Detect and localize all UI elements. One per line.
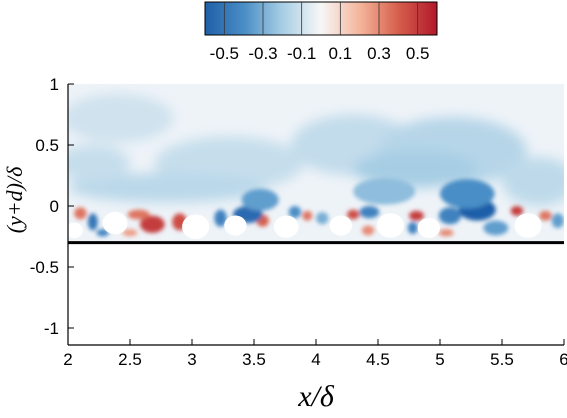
colorbar-tick-label: 0.3 [367, 44, 391, 63]
x-tick-label: 5 [435, 350, 444, 369]
background-wash [68, 173, 267, 203]
negative-blob [551, 213, 564, 228]
colorbar: -0.5 -0.3 -0.1 0.1 0.3 0.5 [204, 1, 438, 63]
negative-blob [214, 209, 227, 227]
axes: 2 2.5 3 3.5 4 4.5 5 5.5 6 1 0.5 0 -0.5 -1 [30, 75, 567, 369]
particle [273, 215, 299, 238]
colorbar-tick-label: 0.1 [329, 44, 353, 63]
negative-blob [438, 207, 462, 225]
negative-blob [316, 212, 329, 225]
x-ticks: 2 2.5 3 3.5 4 4.5 5 5.5 6 [63, 339, 567, 369]
particle [182, 214, 210, 240]
background-wash [68, 145, 130, 182]
particle [68, 222, 83, 239]
positive-blob [438, 229, 454, 237]
particle [376, 213, 405, 238]
colorbar-tick-label: -0.3 [248, 44, 277, 63]
y-tick-label: 0.5 [35, 136, 59, 155]
particle [102, 211, 128, 235]
x-axis-title: x/δ [297, 380, 335, 413]
colorbar-gradient [204, 1, 438, 36]
x-tick-label: 4.5 [366, 350, 390, 369]
x-tick-label: 3 [187, 350, 196, 369]
positive-blob [409, 210, 424, 221]
colorbar-tick-label: -0.5 [210, 44, 239, 63]
positive-blob [347, 209, 360, 220]
particle [329, 215, 352, 236]
positive-blob [74, 207, 87, 220]
x-tick-label: 4 [311, 350, 320, 369]
particle [224, 215, 247, 236]
negative-blob [483, 220, 509, 236]
positive-blob [302, 210, 313, 221]
particle [514, 213, 542, 238]
negative-blob [407, 221, 418, 235]
y-ticks: 1 0.5 0 -0.5 -1 [30, 75, 74, 338]
negative-blob [87, 213, 98, 231]
y-tick-label: 1 [50, 75, 59, 94]
background-wash [502, 157, 564, 206]
positive-blob [139, 215, 165, 233]
positive-blob [361, 225, 375, 236]
x-tick-label: 3.5 [242, 350, 266, 369]
colorbar-ticks: -0.5 -0.3 -0.1 0.1 0.3 0.5 [210, 2, 430, 63]
positive-blob [539, 210, 552, 221]
positive-blob [122, 229, 138, 237]
particle [417, 217, 440, 239]
x-tick-label: 5.5 [490, 350, 514, 369]
contour-field [68, 84, 564, 242]
x-tick-label: 6 [559, 350, 567, 369]
colorbar-tick-label: 0.5 [406, 44, 430, 63]
colorbar-tick-label: -0.1 [287, 44, 316, 63]
particles [68, 211, 542, 240]
negative-blob [353, 177, 416, 205]
x-tick-label: 2.5 [118, 350, 142, 369]
x-tick-label: 2 [63, 350, 72, 369]
y-tick-label: 0 [50, 197, 59, 216]
y-tick-label: -1 [44, 319, 59, 338]
negative-blob [359, 206, 380, 219]
background-washes [68, 93, 564, 206]
negative-blob [288, 206, 302, 219]
positive-blob [510, 206, 524, 216]
negative-blob [440, 179, 495, 209]
background-wash [68, 93, 174, 143]
y-axis-title: (y+d)/δ [2, 166, 27, 233]
negative-blob [241, 188, 279, 211]
negative-blob [96, 229, 109, 237]
positive-blob [127, 209, 150, 220]
y-tick-label: -0.5 [30, 258, 59, 277]
